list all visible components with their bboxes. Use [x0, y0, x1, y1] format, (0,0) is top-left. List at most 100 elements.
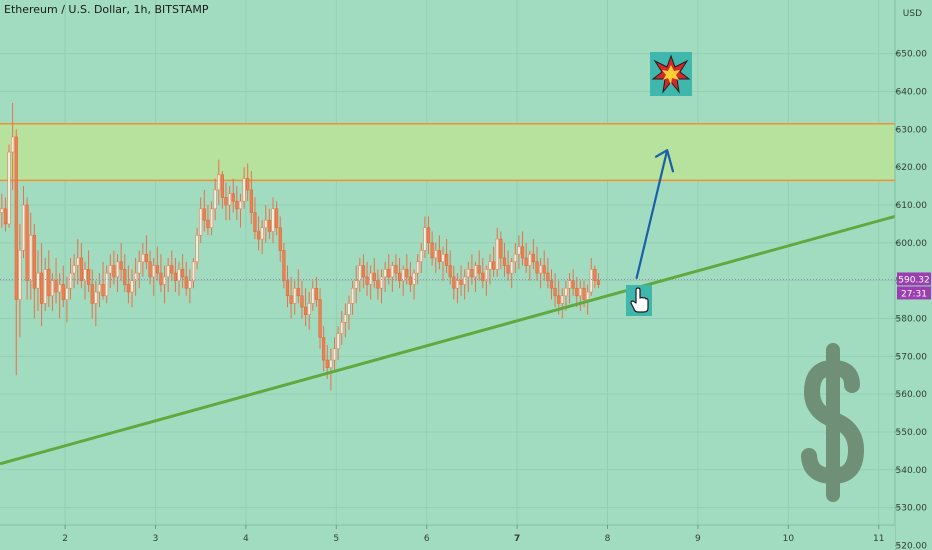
candle-body: [238, 200, 243, 210]
candle-body: [79, 257, 83, 281]
candle-body: [412, 272, 416, 285]
candle-body: [58, 284, 62, 293]
candle-body: [524, 257, 528, 266]
price-tick-label: 620.00: [896, 163, 928, 173]
candle-body: [65, 287, 69, 300]
price-tick-label: 520.00: [896, 541, 928, 550]
candle-body: [372, 272, 376, 281]
candle-body: [426, 227, 431, 244]
last-price-badge: [897, 272, 931, 286]
candle-body: [397, 272, 402, 281]
candle-body: [14, 136, 18, 300]
candle-body: [567, 280, 572, 289]
candle-body: [473, 265, 478, 278]
candle-body: [430, 242, 434, 259]
candle-body: [235, 200, 239, 210]
candle-body: [322, 337, 326, 361]
candle-body: [115, 261, 120, 278]
candle-body: [332, 348, 337, 361]
price-tick-label: 580.00: [896, 315, 928, 325]
candle-body: [586, 291, 590, 300]
candle-body: [459, 280, 463, 285]
candle-body: [278, 227, 282, 251]
candle-body: [184, 276, 188, 289]
pointing-hand-icon-shape: [630, 287, 649, 313]
candle-body: [25, 204, 29, 281]
candle-body: [177, 269, 181, 281]
candle-body: [97, 284, 102, 293]
candle-body: [560, 295, 564, 304]
candle-body: [108, 265, 112, 274]
candle-body: [173, 272, 177, 281]
candle-body: [217, 174, 221, 191]
candle-body: [0, 208, 4, 213]
candle-body: [289, 295, 293, 304]
candle-body: [557, 295, 561, 304]
candle-body: [112, 265, 116, 278]
candle-body: [137, 261, 141, 274]
candle-body: [141, 253, 145, 263]
candle-body: [499, 238, 503, 259]
candle-body: [43, 269, 47, 304]
candle-body: [3, 208, 8, 225]
candle-body: [260, 227, 264, 240]
candle-body: [159, 272, 163, 285]
candle-body: [575, 287, 579, 297]
candle-body: [76, 257, 80, 266]
candle-body: [361, 265, 366, 278]
candle-body: [213, 189, 217, 210]
candle-body: [401, 269, 405, 281]
candle-body: [224, 197, 228, 206]
candle-body: [369, 272, 373, 285]
trendline: [0, 214, 896, 466]
price-tick-label: 650.00: [896, 50, 928, 60]
candle-body: [596, 280, 601, 285]
candle-body: [36, 272, 40, 289]
candle-body: [155, 265, 159, 274]
candle-body: [32, 234, 36, 289]
projection-arrow-head: [654, 149, 675, 173]
candle-body: [553, 287, 557, 297]
candle-body: [195, 234, 199, 263]
candle-body: [275, 208, 279, 229]
candle-body: [535, 261, 539, 274]
candle-body: [513, 253, 517, 263]
time-tick-label: 2: [62, 534, 68, 544]
candle-body: [582, 287, 586, 300]
candle-body: [350, 287, 355, 304]
candle-body: [470, 269, 474, 278]
candle-body: [347, 303, 351, 316]
time-tick-label: 4: [243, 534, 249, 544]
candle-body: [408, 276, 413, 285]
candle-body: [170, 265, 174, 274]
candle-body: [86, 269, 91, 285]
candle-body: [242, 178, 246, 202]
time-tick-label: 8: [605, 534, 611, 544]
candle-body: [510, 261, 514, 274]
candle-body: [311, 287, 315, 304]
candle-body: [329, 359, 333, 368]
candle-body: [517, 246, 521, 255]
candle-body: [376, 280, 380, 289]
candle-body: [267, 219, 272, 232]
candle-body: [477, 265, 481, 274]
candle-body: [50, 280, 55, 297]
resistance-zone: [0, 123, 895, 181]
candle-body: [209, 208, 214, 229]
candle-body: [231, 193, 235, 202]
candle-body: [390, 265, 394, 278]
candle-body: [448, 265, 452, 278]
candle-body: [481, 272, 485, 281]
candle-body: [318, 299, 322, 338]
candle-body: [423, 227, 427, 251]
candle-body: [126, 284, 130, 293]
candle-body: [307, 303, 311, 316]
price-tick-label: 630.00: [896, 125, 928, 135]
candle-body: [589, 269, 593, 293]
candle-body: [285, 280, 290, 297]
candle-body: [199, 208, 203, 236]
candle-body: [520, 246, 525, 259]
candle-body: [564, 287, 568, 297]
time-axis: [0, 525, 895, 550]
